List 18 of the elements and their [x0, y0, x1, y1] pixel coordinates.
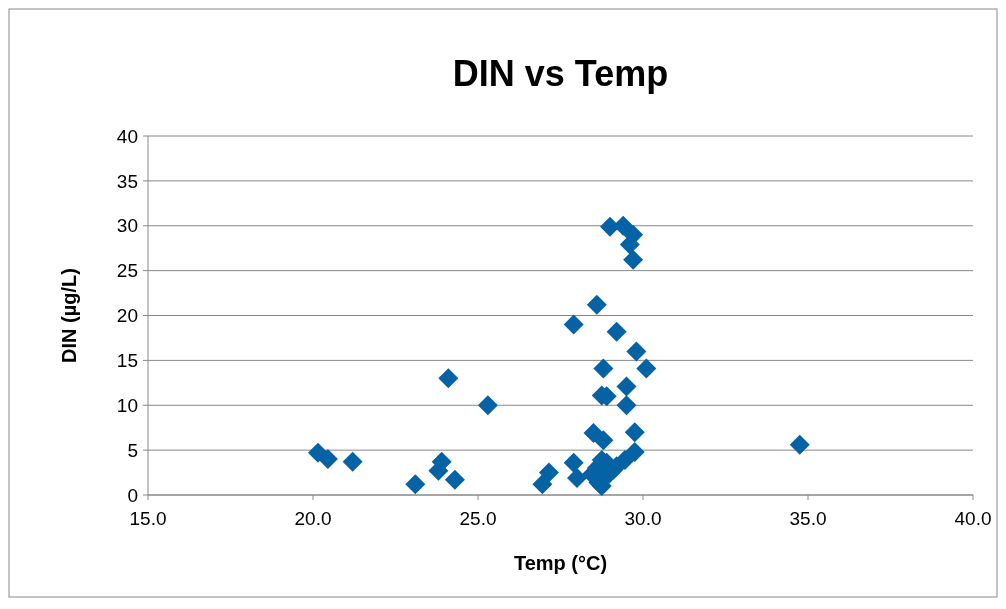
y-axis-title: DIN (µg/L) [58, 268, 80, 363]
y-tick-label: 40 [116, 125, 138, 147]
chart-title: DIN vs Temp [452, 53, 669, 94]
y-tick-label: 10 [116, 394, 138, 416]
x-tick-label: 30.0 [624, 508, 662, 529]
x-tick-label: 40.0 [954, 508, 992, 529]
y-tick-label: 25 [116, 260, 138, 282]
x-tick-label: 25.0 [459, 508, 497, 529]
x-tick-label: 20.0 [294, 508, 332, 529]
y-tick-label: 0 [127, 484, 138, 506]
x-tick-label: 15.0 [129, 508, 167, 529]
y-tick-label: 15 [116, 350, 138, 372]
y-tick-label: 5 [127, 439, 138, 461]
y-tick-label: 35 [116, 170, 138, 192]
x-tick-label: 35.0 [789, 508, 827, 529]
y-tick-label: 20 [116, 305, 138, 327]
x-axis-title: Temp (°C) [513, 552, 608, 574]
y-tick-label: 30 [116, 215, 138, 237]
